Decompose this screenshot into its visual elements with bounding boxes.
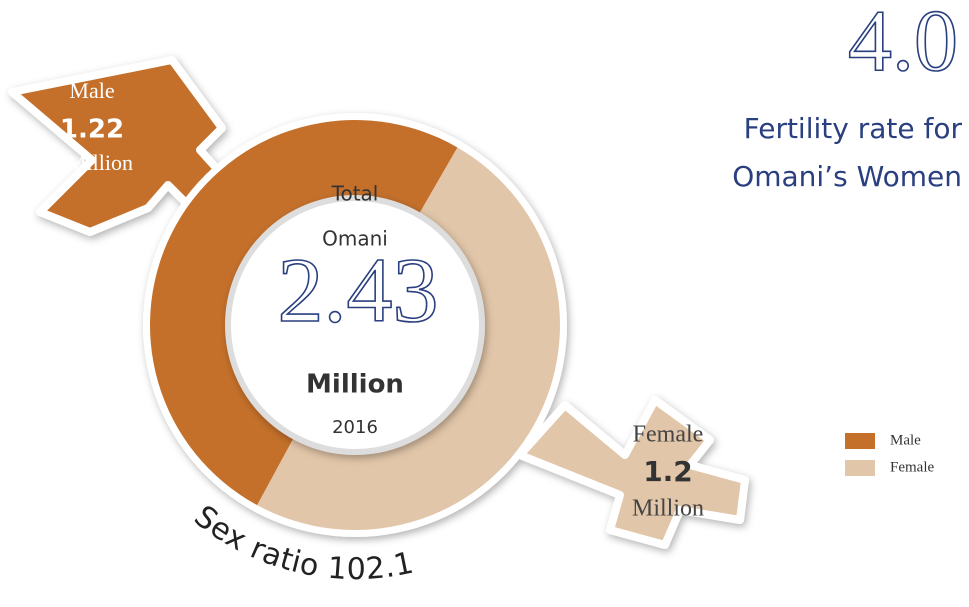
donut-segment [257, 147, 560, 530]
fertility-label: Omani’s Women [732, 160, 962, 193]
female-cross [516, 396, 749, 549]
center-line: Omani [322, 227, 388, 251]
fertility-value: 4.0 [848, 0, 958, 90]
fertility-label: Fertility rate for [744, 112, 963, 145]
female-unit: Million [632, 496, 704, 522]
male-value: 1.22 [60, 115, 124, 145]
center-year: 2016 [332, 417, 378, 438]
donut [149, 119, 560, 530]
donut-segment [149, 119, 458, 506]
center-line: Total [331, 182, 379, 206]
legend: Male Female [845, 432, 934, 476]
center-unit: Million [306, 370, 404, 400]
legend-label: Male [890, 432, 921, 448]
center-total: 2.43 [278, 239, 439, 341]
female-label: Female [633, 422, 704, 448]
legend-swatch [845, 460, 875, 476]
legend-swatch [845, 433, 875, 449]
male-unit: Million [67, 150, 133, 175]
male-label: Male [69, 78, 114, 103]
female-value: 1.2 [643, 455, 693, 488]
center-disc [225, 195, 485, 455]
legend-label: Female [890, 459, 934, 475]
